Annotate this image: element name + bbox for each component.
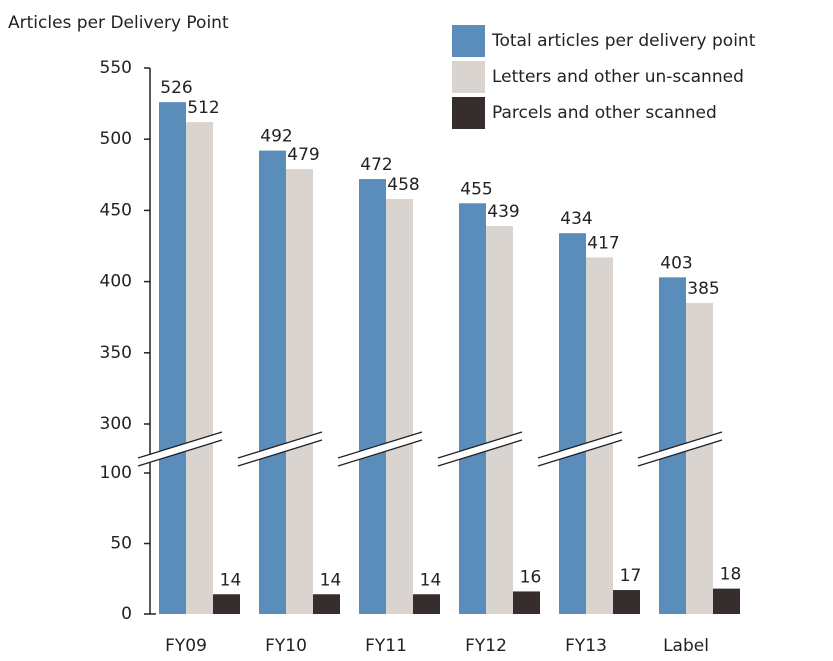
bar xyxy=(613,590,640,614)
value-label: 14 xyxy=(220,570,242,590)
y-tick-label: 500 xyxy=(100,129,132,149)
axis-break-line xyxy=(137,439,223,467)
axis-break-line xyxy=(537,439,623,467)
value-label: 526 xyxy=(160,78,192,98)
value-label: 434 xyxy=(560,209,592,229)
x-tick-label: FY09 xyxy=(165,636,207,656)
bar xyxy=(359,179,386,614)
bar xyxy=(486,226,513,614)
value-label: 455 xyxy=(460,179,492,199)
value-label: 16 xyxy=(520,567,542,587)
axis-break-line xyxy=(437,439,523,467)
y-tick-label: 350 xyxy=(100,343,132,363)
value-label: 403 xyxy=(660,253,692,273)
axis-break-line xyxy=(637,439,723,467)
value-label: 492 xyxy=(260,127,292,147)
legend-swatch xyxy=(452,61,485,93)
bar xyxy=(713,588,740,614)
value-label: 458 xyxy=(387,175,419,195)
axis-break-gap xyxy=(138,432,222,466)
bar xyxy=(413,594,440,614)
axis-break-line xyxy=(637,431,723,459)
bar xyxy=(559,233,586,614)
bar xyxy=(213,594,240,614)
axis-break-line xyxy=(237,439,323,467)
value-label: 479 xyxy=(287,145,319,165)
bar xyxy=(459,203,486,614)
value-label: 417 xyxy=(587,233,619,253)
bar xyxy=(286,169,313,614)
legend-label: Total articles per delivery point xyxy=(491,31,756,51)
y-tick-label: 0 xyxy=(121,604,132,624)
legend-label: Parcels and other scanned xyxy=(492,103,717,123)
legend-label: Letters and other un-scanned xyxy=(492,67,744,87)
legend-swatch xyxy=(452,97,485,129)
legend-swatch xyxy=(452,25,485,57)
x-tick-label: FY10 xyxy=(265,636,307,656)
axis-break-gap xyxy=(238,432,322,466)
y-tick-label: 50 xyxy=(110,534,132,554)
axis-break-line xyxy=(537,431,623,459)
value-label: 17 xyxy=(620,566,642,586)
y-tick-label: 550 xyxy=(100,58,132,78)
value-label: 472 xyxy=(360,155,392,175)
axis-break-line xyxy=(337,439,423,467)
axis-break-line xyxy=(337,431,423,459)
value-label: 385 xyxy=(687,279,719,299)
x-tick-label: FY12 xyxy=(465,636,507,656)
y-tick-label: 400 xyxy=(100,272,132,292)
chart-title: Articles per Delivery Point xyxy=(8,13,229,33)
value-label: 18 xyxy=(720,565,742,585)
axis-break-gap xyxy=(338,432,422,466)
y-tick-label: 300 xyxy=(100,414,132,434)
x-tick-label: Label xyxy=(663,636,709,656)
bar xyxy=(513,591,540,614)
bar xyxy=(686,302,713,614)
value-label: 14 xyxy=(320,570,342,590)
y-tick-label: 100 xyxy=(100,463,132,483)
x-tick-label: FY13 xyxy=(565,636,607,656)
axis-break-gap xyxy=(438,432,522,466)
x-tick-label: FY11 xyxy=(365,636,407,656)
bar xyxy=(186,122,213,614)
value-label: 439 xyxy=(487,202,519,222)
value-label: 512 xyxy=(187,98,219,118)
bar xyxy=(159,102,186,615)
value-label: 14 xyxy=(420,570,442,590)
axis-break-gap xyxy=(538,432,622,466)
axis-break-gap xyxy=(638,432,722,466)
axis-break-line xyxy=(137,431,223,459)
bar xyxy=(259,150,286,615)
y-tick-label: 450 xyxy=(100,200,132,220)
axis-break-line xyxy=(437,431,523,459)
bar xyxy=(386,199,413,614)
axis-break-line xyxy=(237,431,323,459)
bar xyxy=(313,594,340,614)
